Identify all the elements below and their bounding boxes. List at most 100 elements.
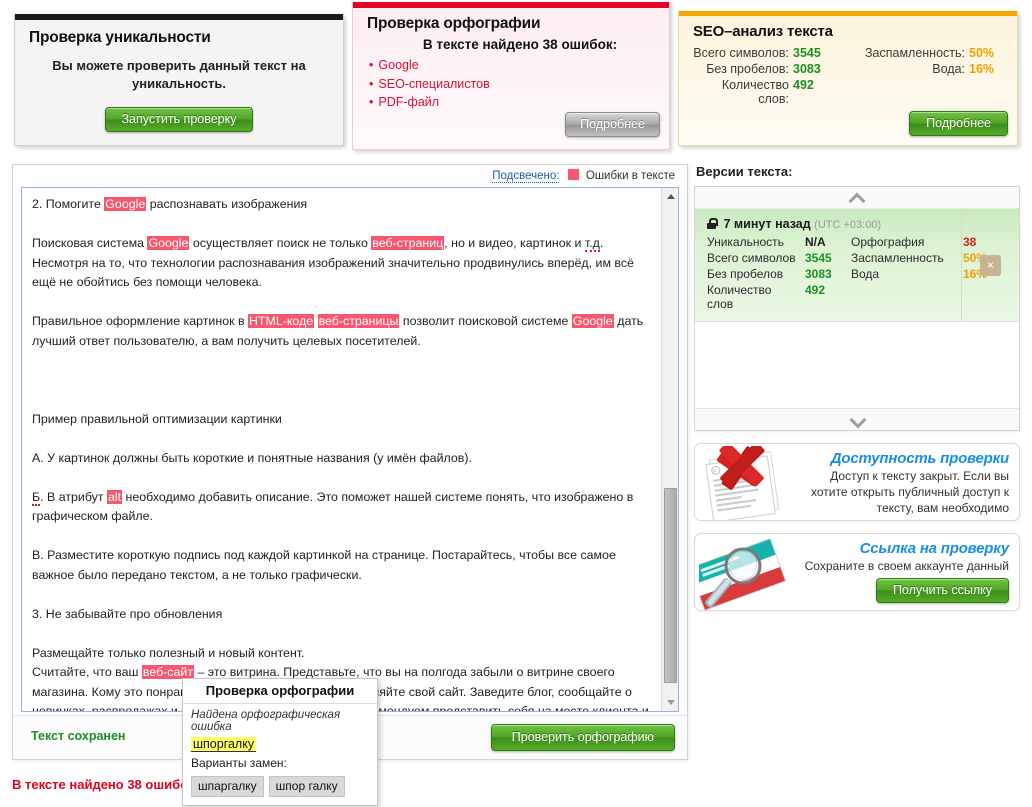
list-item: PDF-файл xyxy=(369,93,669,112)
magnifier-illustration-icon xyxy=(699,537,787,610)
error-color-swatch-icon xyxy=(567,169,579,180)
editor-block: Подсвечено: Ошибки в тексте 2. Помогите … xyxy=(12,164,688,760)
promo-access-text: Доступ к тексту закрыт. Если вы хотите о… xyxy=(811,469,1009,515)
spelling-error-list: Google SEO-специалистов PDF-файл xyxy=(353,56,669,112)
highlight-legend-link[interactable]: Подсвечено: xyxy=(492,170,560,183)
version-stat-label: Без пробелов xyxy=(707,267,784,281)
seo-panel-accentbar xyxy=(679,11,1017,16)
seo-panel: SEO–анализ текста Всего символов: 3545 З… xyxy=(678,11,1018,146)
triangle-down-icon xyxy=(666,700,675,705)
seo-stat-value: 50% xyxy=(969,46,995,60)
text-content[interactable]: 2. Помогите Google распознавать изображе… xyxy=(22,188,661,711)
list-item: SEO-специалистов xyxy=(369,75,669,94)
error-highlight: Google xyxy=(571,314,614,328)
closed-access-illustration-icon: © xyxy=(705,446,780,520)
spell-variant-button[interactable]: шпаргалку xyxy=(191,776,264,797)
version-stat-value: N/A xyxy=(805,235,826,249)
promo-access-card: © Доступность п xyxy=(694,443,1020,521)
seo-stat-label xyxy=(849,78,965,106)
promo-access-title: Доступность проверки xyxy=(830,450,1009,467)
register-link[interactable]: зарегистрироваться xyxy=(897,517,1009,520)
error-highlight: Google xyxy=(147,236,190,250)
version-main: 7 минут назад (UTC +03:00) Уникальность … xyxy=(695,217,987,311)
uniqueness-panel-body: Вы можете проверить данный текст на уник… xyxy=(52,58,306,91)
promo-access-text-block: Доступность проверки Доступ к тексту зак… xyxy=(797,451,1009,521)
spelling-panel-accentbar xyxy=(353,2,669,8)
seo-panel-title: SEO–анализ текста xyxy=(693,23,833,40)
save-status-label: Текст сохранен xyxy=(31,729,126,743)
scroll-down-arrow-icon[interactable] xyxy=(662,694,678,711)
sidebar: Версии текста: 7 минут назад (UTC +03:00… xyxy=(694,164,1020,611)
uniqueness-panel: Проверка уникальности Вы можете проверит… xyxy=(14,14,344,146)
list-item: Google xyxy=(369,56,669,75)
check-spelling-button[interactable]: Проверить орфографию xyxy=(490,724,675,751)
uniqueness-panel-title: Проверка уникальности xyxy=(29,29,211,46)
version-close-cell: × xyxy=(961,209,1019,321)
spell-variant-button[interactable]: шпор галку xyxy=(268,776,345,797)
lock-icon xyxy=(707,218,718,229)
promo-link-button-wrap: Получить ссылку xyxy=(875,578,1009,603)
spell-error[interactable]: Б xyxy=(32,489,41,506)
version-stat-value: 38 xyxy=(963,235,977,249)
version-time: 7 минут назад xyxy=(723,217,811,231)
seo-stat-value xyxy=(969,78,1015,106)
versions-box: 7 минут назад (UTC +03:00) Уникальность … xyxy=(694,186,1020,431)
seo-stats-grid: Всего символов: 3545 Заспамленность: 50%… xyxy=(679,44,1017,106)
text-paragraph: Б. В атрибут alt необходимо добавить опи… xyxy=(32,489,634,523)
version-stat-value: 3083 xyxy=(805,267,832,281)
check-spelling-button-wrap: Проверить орфографию xyxy=(490,724,675,751)
top-panels-row: Проверка уникальности Вы можете проверит… xyxy=(0,0,1032,155)
spell-check-popup[interactable]: Проверка орфографии Найдена орфографичес… xyxy=(182,678,378,806)
legend-row: Подсвечено: Ошибки в тексте xyxy=(13,165,687,187)
scroll-up-arrow-icon[interactable] xyxy=(662,188,678,205)
text-editor-area[interactable]: 2. Помогите Google распознавать изображе… xyxy=(21,187,679,712)
seo-details-button[interactable]: Подробнее xyxy=(909,111,1008,136)
scrollbar-thumb[interactable] xyxy=(664,488,677,683)
versions-scroll-down[interactable] xyxy=(695,408,1019,430)
chevron-down-icon xyxy=(851,416,864,424)
seo-stat-value: 492 xyxy=(793,78,814,92)
text-paragraph: Размещайте только полезный и новый конте… xyxy=(32,645,305,660)
promo-link-title: Ссылка на проверку xyxy=(859,540,1010,557)
seo-stat-value: 16% xyxy=(969,62,995,76)
version-stat-value: 3545 xyxy=(805,251,832,265)
text-paragraph: Правильное оформление картинок в HTML-ко… xyxy=(32,314,644,348)
spell-popup-body: Найдена орфографическая ошибка шпоргалку… xyxy=(183,704,377,805)
seo-stat-label: Заспамленность: xyxy=(864,46,965,60)
version-row[interactable]: 7 минут назад (UTC +03:00) Уникальность … xyxy=(695,209,1019,322)
version-stat-label: Всего символов xyxy=(707,251,796,265)
triangle-up-icon xyxy=(666,194,675,199)
close-icon[interactable]: × xyxy=(980,254,1001,276)
seo-stat-label: Вода: xyxy=(932,62,965,76)
version-timezone: (UTC +03:00) xyxy=(814,219,882,231)
text-paragraph: А. У картинок должны быть короткие и пон… xyxy=(32,450,472,465)
spelling-button-wrap: Подробнее xyxy=(565,112,660,137)
seo-stat-value: 3083 xyxy=(793,62,821,76)
text-paragraph: 2. Помогите Google распознавать изображе… xyxy=(32,197,308,211)
seo-stat-label: Без пробелов: xyxy=(706,62,789,76)
version-stat-label: Заспамленность xyxy=(851,251,944,265)
version-stat-label: Орфография xyxy=(851,235,925,249)
error-highlight: HTML-коде xyxy=(247,314,315,328)
versions-scroll-up[interactable] xyxy=(695,187,1019,209)
spelling-details-button[interactable]: Подробнее xyxy=(565,112,660,137)
text-paragraph: 3. Не забывайте про обновления xyxy=(32,606,223,621)
legend-label: Ошибки в тексте xyxy=(585,170,675,182)
version-stats-grid: Уникальность N/A Орфография 38 Всего сим… xyxy=(707,235,987,311)
spell-popup-note: Найдена орфографическая ошибка xyxy=(191,709,341,733)
errors-found-label: В тексте найдено 38 ошибок xyxy=(12,777,195,792)
spell-popup-title: Проверка орфографии xyxy=(183,679,377,704)
text-paragraph: В. Разместите короткую подпись под каждо… xyxy=(32,548,616,582)
error-highlight: alt xyxy=(106,489,123,504)
spell-error[interactable]: т.д xyxy=(584,236,600,252)
spelling-panel: Проверка орфографии В тексте найдено 38 … xyxy=(352,2,670,150)
seo-stat-label: Всего символов: xyxy=(693,46,789,60)
start-check-button[interactable]: Запустить проверку xyxy=(104,107,254,132)
seo-stat-label: Количество слов: xyxy=(721,78,789,106)
error-highlight: веб-страниц xyxy=(371,236,445,250)
editor-scrollbar[interactable] xyxy=(661,188,678,711)
spelling-panel-subtitle: В тексте найдено 38 ошибок: xyxy=(422,37,618,52)
get-link-button[interactable]: Получить ссылку xyxy=(875,578,1009,603)
uniqueness-button-wrap: Запустить проверку xyxy=(15,107,343,132)
spelling-panel-title: Проверка орфографии xyxy=(367,15,541,32)
